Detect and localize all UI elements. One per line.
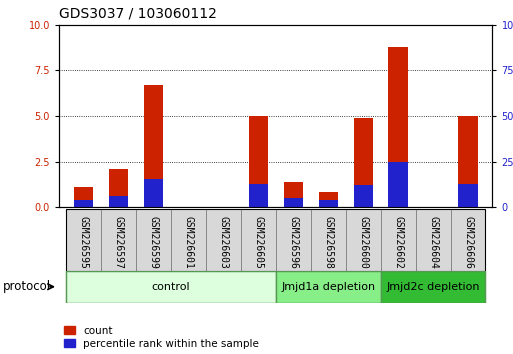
Bar [109, 169, 128, 207]
Bar [136, 209, 171, 271]
Text: GSM226603: GSM226603 [219, 216, 228, 269]
Bar [249, 184, 268, 207]
Text: GSM226602: GSM226602 [393, 216, 403, 269]
Bar [459, 116, 478, 207]
Text: GSM226598: GSM226598 [323, 216, 333, 269]
Bar [144, 85, 163, 207]
Text: GSM226596: GSM226596 [288, 216, 298, 269]
Bar [206, 209, 241, 271]
Bar [381, 209, 416, 271]
Text: GDS3037 / 103060112: GDS3037 / 103060112 [59, 7, 217, 21]
Text: GSM226595: GSM226595 [78, 216, 88, 269]
Text: GSM226601: GSM226601 [183, 216, 193, 269]
Bar [416, 209, 450, 271]
Bar [450, 209, 485, 271]
Text: Jmjd1a depletion: Jmjd1a depletion [281, 282, 375, 292]
Bar [353, 185, 373, 207]
Bar [353, 118, 373, 207]
Text: GSM226597: GSM226597 [113, 216, 124, 269]
Bar [284, 182, 303, 207]
Bar [381, 271, 485, 303]
Bar [388, 47, 408, 207]
Text: GSM226599: GSM226599 [148, 216, 159, 269]
Bar [171, 209, 206, 271]
Bar [66, 271, 276, 303]
Bar [101, 209, 136, 271]
Text: protocol: protocol [3, 280, 51, 293]
Bar [241, 209, 276, 271]
Legend: count, percentile rank within the sample: count, percentile rank within the sample [64, 326, 259, 349]
Text: GSM226605: GSM226605 [253, 216, 263, 269]
Text: control: control [151, 282, 190, 292]
Text: Jmjd2c depletion: Jmjd2c depletion [386, 282, 480, 292]
Text: GSM226600: GSM226600 [358, 216, 368, 269]
Bar [66, 209, 101, 271]
Bar [346, 209, 381, 271]
Bar [319, 200, 338, 207]
Bar [459, 184, 478, 207]
Bar [249, 116, 268, 207]
Bar [276, 271, 381, 303]
Bar [276, 209, 311, 271]
Text: GSM226606: GSM226606 [463, 216, 473, 269]
Bar [109, 196, 128, 207]
Bar [388, 161, 408, 207]
Text: GSM226604: GSM226604 [428, 216, 438, 269]
Bar [74, 200, 93, 207]
Bar [284, 198, 303, 207]
Bar [74, 187, 93, 207]
Bar [144, 179, 163, 207]
Bar [311, 209, 346, 271]
Bar [319, 192, 338, 207]
